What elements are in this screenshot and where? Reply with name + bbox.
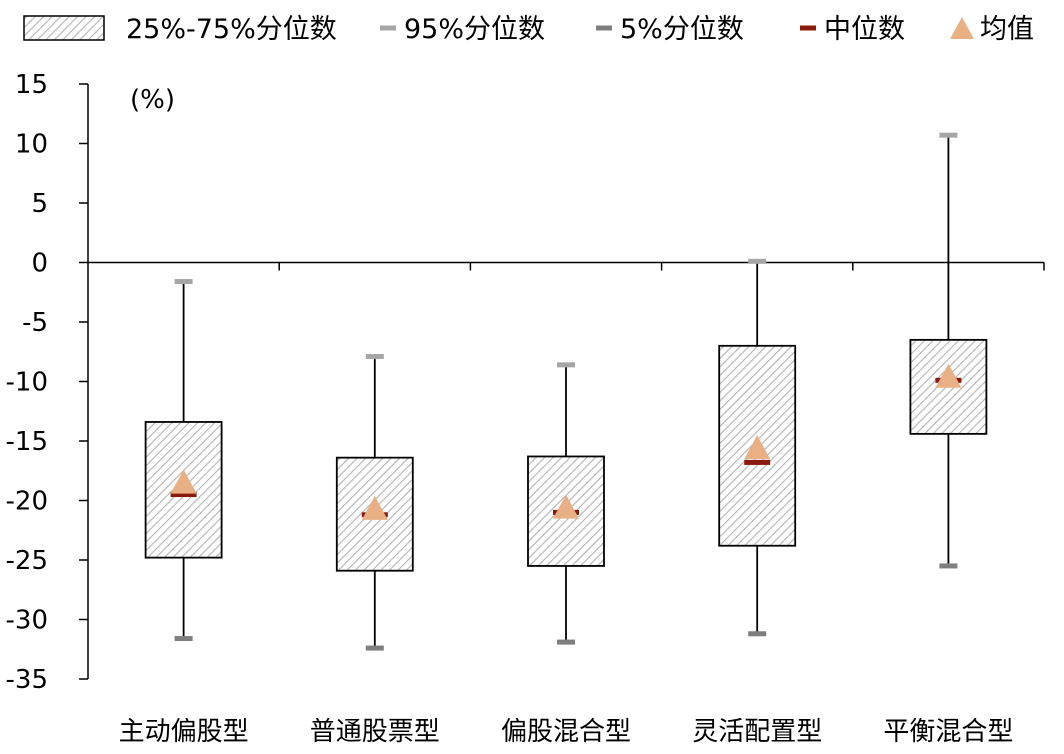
category-labels: 主动偏股型 普通股票型 偏股混合型 灵活配置型 平衡混合型 [119, 717, 1014, 747]
x-axis [88, 261, 1045, 271]
y-tick-label: -35 [6, 665, 48, 695]
legend-label: 5%分位数 [620, 14, 744, 45]
legend-symbol [380, 25, 396, 31]
category-label: 普通股票型 [310, 717, 440, 747]
legend-symbol [950, 17, 974, 39]
y-axis: 15 10 5 0 -5 -10 -15 -20 -25 -30 -35 [6, 70, 89, 695]
mean-marker [553, 494, 579, 519]
y-tick-label: 5 [31, 189, 48, 219]
y-tick-label: -15 [6, 427, 48, 457]
mean-marker [170, 469, 197, 494]
p95-marker [557, 362, 575, 368]
box-5 [909, 132, 988, 569]
box-4 [718, 258, 797, 637]
legend-symbol [800, 25, 816, 31]
legend-label: 95%分位数 [404, 14, 545, 45]
legend-label: 25%-75%分位数 [126, 14, 337, 45]
mean-marker [935, 363, 962, 388]
legend-label: 均值 [980, 14, 1034, 45]
box-3 [527, 362, 605, 645]
y-tick-label: -30 [6, 606, 48, 636]
p5-marker [365, 645, 384, 651]
category-label: 灵活配置型 [692, 717, 822, 747]
mean-marker [744, 435, 771, 460]
p5-marker [748, 631, 767, 637]
median-marker [744, 459, 771, 465]
legend-item-mean: 均值 [950, 14, 1034, 45]
y-tick-label: -25 [6, 546, 48, 576]
unit-label: (%) [130, 85, 175, 115]
legend-symbol [23, 15, 105, 41]
category-label: 平衡混合型 [883, 717, 1013, 747]
category-label: 偏股混合型 [501, 717, 631, 747]
legend-item-p5: 5%分位数 [596, 14, 744, 45]
box-2 [335, 354, 414, 651]
p5-marker [939, 563, 958, 569]
mean-marker [361, 495, 388, 520]
p95-marker [939, 132, 958, 138]
p5-marker [557, 639, 575, 645]
y-tick-label: -20 [6, 487, 48, 517]
legend: 25%-75%分位数 95%分位数 5%分位数 中位数 均值 [23, 14, 1034, 45]
legend-label: 中位数 [824, 14, 905, 45]
p95-marker [748, 258, 767, 264]
y-tick-label: -10 [6, 368, 48, 398]
legend-item-iqr: 25%-75%分位数 [23, 14, 337, 45]
legend-item-median: 中位数 [800, 14, 905, 45]
p95-marker [174, 279, 193, 285]
category-label: 主动偏股型 [119, 717, 249, 747]
y-tick-label: 15 [15, 70, 48, 100]
y-tick-label: -5 [22, 308, 48, 338]
p95-marker [365, 354, 384, 360]
box-1 [144, 279, 223, 642]
y-tick-label: 0 [31, 249, 48, 279]
legend-symbol [596, 25, 612, 31]
p5-marker [174, 636, 193, 642]
y-tick-label: 10 [15, 130, 48, 160]
boxes [144, 132, 988, 651]
legend-item-p95: 95%分位数 [380, 14, 545, 45]
median-marker [170, 492, 197, 498]
